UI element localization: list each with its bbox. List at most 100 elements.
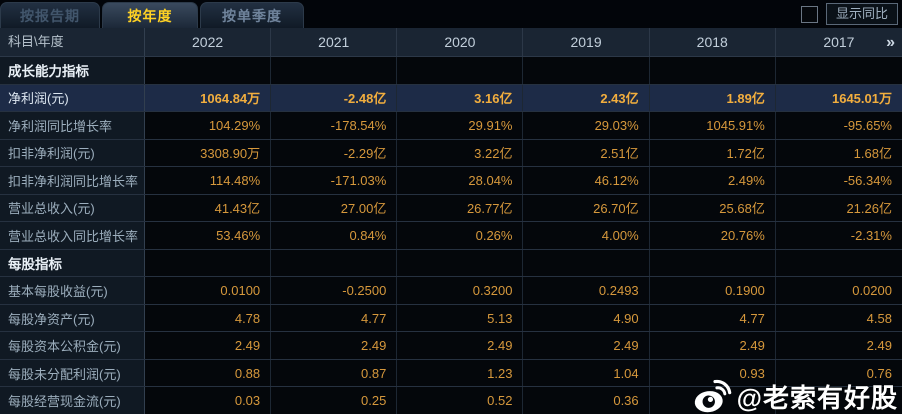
row-label: 扣非净利润(元) [0,139,145,167]
tab-by-single-quarter[interactable]: 按单季度 [200,2,304,28]
table-row[interactable]: 每股未分配利润(元) 0.88 0.87 1.23 1.04 0.93 0.76 [0,359,902,388]
table-row[interactable]: 基本每股收益(元) 0.0100 -0.2500 0.3200 0.2493 0.1900… [0,277,902,305]
value-cell [271,57,398,84]
section-header-row: 每股指标 [0,249,902,278]
year-column-header: 2019 [523,28,650,56]
value-cell: 2.49 [866,338,892,354]
value-cell: 0.84% [271,222,398,249]
value-cell: 0.93 [650,359,776,387]
year-column-header: 2020 [397,28,524,56]
value-cell: -171.03% [271,167,398,194]
year-column-header: 2021 [271,28,398,56]
value-cell: 2.49% [650,167,776,194]
value-cell [650,57,776,84]
value-cell: 1.89亿 [649,84,776,112]
value-cell: -56.34% [843,172,892,188]
value-cell: 0.2493 [523,277,650,304]
table-row[interactable]: 每股经营现金流(元) 0.03 0.25 0.52 0.36 [0,387,902,414]
value-cell: 4.78 [145,304,272,332]
row-label: 净利润(元) [0,84,145,112]
value-cell: 0.3200 [397,277,524,304]
value-cell: -2.31% [850,227,892,243]
period-tabbar: 按报告期 按年度 按单季度 显示同比 [0,0,902,28]
table-row[interactable]: 营业总收入(元) 41.43亿 27.00亿 26.77亿 26.70亿 25.68亿 21… [0,194,902,223]
value-cell: 25.68亿 [650,194,776,222]
value-cell: 0.87 [271,359,398,387]
table-row[interactable]: 净利润(元) 1064.84万 -2.48亿 3.16亿 2.43亿 1.89亿 1645.… [0,84,902,113]
value-cell: 29.03% [523,112,650,139]
table-row[interactable]: 扣非净利润同比增长率 114.48% -171.03% 28.04% 46.12% 2.4… [0,167,902,195]
value-cell: 4.00% [523,222,650,249]
row-label: 净利润同比增长率 [0,112,145,139]
value-cell: 53.46% [145,222,272,249]
value-cell: 1.04 [523,359,650,387]
value-cell: 114.48% [145,167,272,194]
value-cell [145,57,272,84]
value-cell: -0.2500 [271,277,398,304]
row-label: 每股经营现金流(元) [0,387,145,414]
value-cell [523,249,650,277]
year-column-header: 2022 [145,28,272,56]
value-cell: -2.48亿 [271,84,398,112]
value-cell [776,250,902,277]
value-cell: 1645.01万 [775,84,902,112]
table-header-row: 科目\年度 2022 2021 2020 2019 2018 2017 [0,28,902,57]
value-cell: 2.49 [271,332,398,359]
value-cell: 4.90 [523,304,650,332]
table-row[interactable]: 每股净资产(元) 4.78 4.77 5.13 4.90 4.77 4.58 [0,304,902,333]
value-cell: 104.29% [145,112,272,139]
value-cell: 29.91% [397,112,524,139]
row-label: 基本每股收益(元) [0,277,145,304]
value-cell: 2.49 [397,332,524,359]
value-cell: 5.13 [397,304,524,332]
more-columns-arrow[interactable]: » [886,34,895,51]
table-row[interactable]: 营业总收入同比增长率 53.46% 0.84% 0.26% 4.00% 20.76% -2.… [0,222,902,250]
value-cell: 0.88 [145,359,272,387]
value-cell: -178.54% [271,112,398,139]
value-cell: 0.76 [866,365,892,381]
value-cell: 0.36 [523,387,650,414]
value-cell: 1.23 [397,359,524,387]
table-row[interactable]: 每股资本公积金(元) 2.49 2.49 2.49 2.49 2.49 2.49 [0,332,902,360]
tab-by-report-period[interactable]: 按报告期 [0,2,100,28]
row-label: 扣非净利润同比增长率 [0,167,145,194]
year-column-header: 2018 [650,28,776,56]
value-cell: 2.49 [523,332,650,359]
value-cell: 3.16亿 [397,84,524,112]
value-cell: 2.51亿 [523,139,650,167]
value-cell [650,249,776,277]
value-cell: 41.43亿 [145,194,272,222]
value-cell: 4.58 [866,310,892,326]
show-yoy-label[interactable]: 显示同比 [825,3,898,25]
row-label: 营业总收入(元) [0,194,145,222]
value-cell: 3308.90万 [145,139,272,167]
value-cell: 2.49 [650,332,776,359]
value-cell: 20.76% [650,222,776,249]
value-cell: 0.52 [397,387,524,414]
value-cell [523,57,650,84]
show-yoy-control: 显示同比 [800,3,898,25]
value-cell: 1.72亿 [650,139,776,167]
value-cell [776,57,902,84]
value-cell: 0.0100 [145,277,272,304]
value-cell [776,387,902,414]
row-label: 每股指标 [0,249,145,277]
value-cell: 28.04% [397,167,524,194]
row-label: 每股净资产(元) [0,304,145,332]
row-label: 成长能力指标 [0,57,145,84]
show-yoy-checkbox[interactable] [800,5,818,23]
year-column-header: 2017 [823,34,855,50]
value-cell: 2.43亿 [523,84,650,112]
corner-header-label: 科目\年度 [0,28,145,56]
value-cell: 26.77亿 [397,194,524,222]
tab-by-year[interactable]: 按年度 [102,2,198,28]
value-cell [397,249,524,277]
table-row[interactable]: 扣非净利润(元) 3308.90万 -2.29亿 3.22亿 2.51亿 1.72亿 1.6… [0,139,902,168]
row-label: 每股未分配利润(元) [0,359,145,387]
value-cell: 4.77 [271,304,398,332]
value-cell: 1.68亿 [853,146,892,162]
value-cell [145,249,272,277]
value-cell: 0.26% [397,222,524,249]
table-row[interactable]: 净利润同比增长率 104.29% -178.54% 29.91% 29.03% 1045.… [0,112,902,140]
